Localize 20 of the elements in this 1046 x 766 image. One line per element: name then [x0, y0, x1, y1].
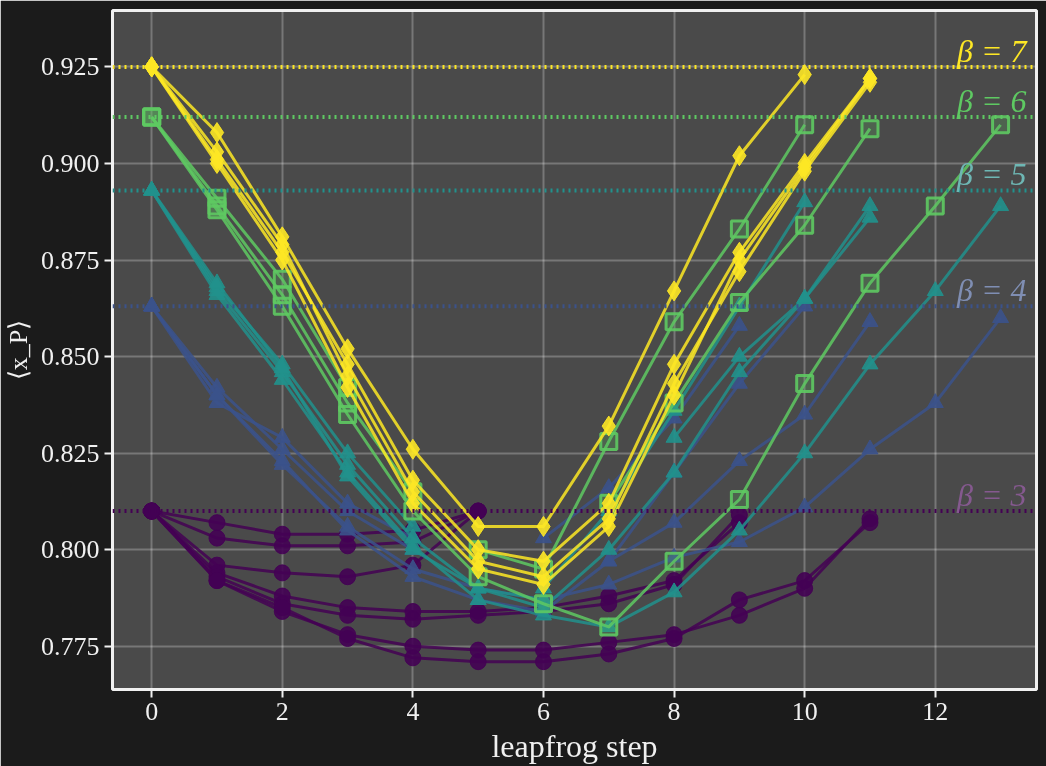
annotation: β = 4	[955, 272, 1027, 309]
y-tick-label: 0.775	[41, 631, 100, 661]
y-tick-label: 0.875	[41, 245, 100, 275]
x-tick-label: 6	[536, 696, 550, 726]
x-tick-label: 12	[922, 696, 949, 726]
annotation: β = 6	[955, 83, 1027, 120]
x-tick-label: 2	[275, 696, 289, 726]
annotation: β = 7	[955, 32, 1029, 69]
y-tick-label: 0.800	[41, 535, 100, 565]
y-tick-label: 0.925	[41, 52, 100, 82]
annotation: β = 3	[955, 477, 1027, 514]
x-tick-label: 10	[791, 696, 818, 726]
y-tick-label: 0.850	[41, 342, 100, 372]
x-tick-label: 8	[667, 696, 681, 726]
x-tick-label: 4	[406, 696, 420, 726]
y-tick-label: 0.900	[41, 148, 100, 178]
y-tick-label: 0.825	[41, 438, 100, 468]
y-axis-title: ⟨x_P⟩	[4, 319, 33, 381]
x-axis-title: leapfrog step	[491, 727, 658, 764]
x-tick-label: 0	[145, 696, 159, 726]
